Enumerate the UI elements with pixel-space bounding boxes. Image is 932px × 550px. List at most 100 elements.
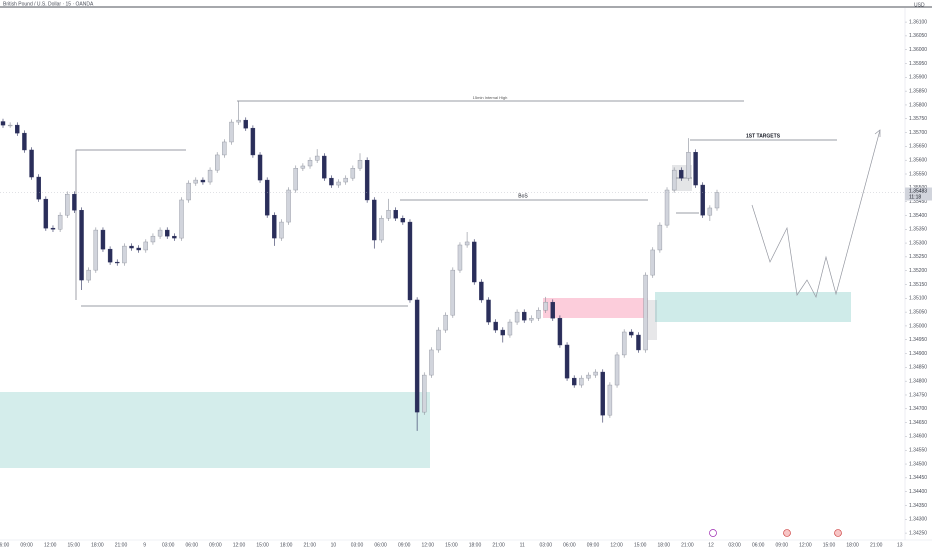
x-tick-label: 10 xyxy=(331,542,337,548)
y-tick-label: 1.35300 xyxy=(909,240,927,246)
candle-body xyxy=(350,168,356,179)
candle-body xyxy=(593,371,598,376)
candle-body xyxy=(50,227,56,230)
candle-body xyxy=(686,151,691,179)
candle-body xyxy=(422,374,427,413)
x-tick-label: 15:00 xyxy=(68,542,81,548)
candle-body xyxy=(143,241,149,251)
candle-body xyxy=(472,241,477,283)
currency: USD xyxy=(914,2,925,8)
candle-body xyxy=(157,229,163,237)
candle-body xyxy=(714,192,720,209)
y-tick-label: 1.35100 xyxy=(909,296,927,302)
candle-body xyxy=(293,168,298,191)
y-tick-label: 1.34350 xyxy=(909,503,927,509)
candle-body xyxy=(607,384,613,416)
candle-body xyxy=(79,209,84,281)
x-tick-label: 21:00 xyxy=(492,542,505,548)
range-box xyxy=(75,149,186,300)
x-tick-label: 18:00 xyxy=(91,542,104,548)
candle-body xyxy=(600,371,605,416)
candle-body xyxy=(264,179,270,216)
y-tick-label: 1.35900 xyxy=(909,75,927,81)
candle-body xyxy=(693,151,698,186)
y-tick-label: 1.35750 xyxy=(909,116,927,122)
candle-body xyxy=(257,154,263,181)
candle-body xyxy=(372,199,377,241)
candle-body xyxy=(543,301,548,311)
y-tick-label: 1.35450 xyxy=(909,199,927,205)
y-tick-label: 1.35850 xyxy=(909,88,927,94)
last-price-box xyxy=(905,187,932,201)
candle-body xyxy=(664,189,670,226)
y-tick-label: 1.35650 xyxy=(909,144,927,150)
x-tick-label: 06:00 xyxy=(752,542,765,548)
candle-body xyxy=(72,193,77,211)
x-tick-label: 12:00 xyxy=(422,542,435,548)
candle-body xyxy=(7,124,13,127)
annotation: 15min Internal High xyxy=(473,95,508,100)
candle-body xyxy=(522,311,527,321)
event-icon[interactable] xyxy=(709,529,717,537)
zones xyxy=(0,165,851,468)
candle-body xyxy=(65,193,70,216)
y-tick-label: 1.35550 xyxy=(909,171,927,177)
x-tick-label: 12:00 xyxy=(610,542,623,548)
candle-body xyxy=(629,331,634,336)
y-tick-label: 1.35200 xyxy=(909,268,927,274)
x-tick-label: 15:00 xyxy=(634,542,647,548)
x-tick-label: 21:00 xyxy=(681,542,694,548)
y-tick-label: 1.35150 xyxy=(909,282,927,288)
candle-body xyxy=(214,154,220,171)
candle-body xyxy=(450,269,456,316)
y-tick-label: 1.35050 xyxy=(909,309,927,315)
candle-body xyxy=(572,377,577,386)
candle-body xyxy=(15,124,20,134)
candle-body xyxy=(272,214,277,239)
x-tick-label: 03:00 xyxy=(351,542,364,548)
candle-body xyxy=(457,244,463,271)
candle-body xyxy=(643,274,648,351)
candle-body xyxy=(172,235,177,239)
candle-body xyxy=(579,377,584,386)
candle-body xyxy=(650,249,655,276)
x-tick-label: 06:00 xyxy=(0,542,9,548)
y-tick-label: 1.34300 xyxy=(909,517,927,523)
projection-path xyxy=(751,129,881,298)
candle-body xyxy=(621,331,627,356)
x-tick-label: 03:00 xyxy=(540,542,553,548)
x-tick-label: 9 xyxy=(143,542,146,548)
y-tick-label: 1.34800 xyxy=(909,379,927,385)
x-tick-label: 09:00 xyxy=(776,542,789,548)
y-tick-label: 1.35400 xyxy=(909,213,927,219)
y-tick-label: 1.36050 xyxy=(909,33,927,39)
candle-body xyxy=(193,179,198,184)
projection-arrow xyxy=(874,129,881,137)
candle-body xyxy=(657,224,663,251)
x-tick-label: 06:00 xyxy=(563,542,576,548)
candle-body xyxy=(700,184,705,216)
x-tick-label: 18:00 xyxy=(280,542,293,548)
drawings xyxy=(75,100,881,307)
candle-body xyxy=(557,317,563,346)
y-tick-label: 1.35600 xyxy=(909,158,927,164)
y-tick-label: 1.34450 xyxy=(909,475,927,481)
annotation: 1ST TARGETS xyxy=(746,133,781,139)
x-tick-label: 18:00 xyxy=(846,542,859,548)
candle-body xyxy=(279,221,284,239)
candle-body xyxy=(493,321,498,331)
event-icon[interactable] xyxy=(834,529,842,537)
candle-body xyxy=(129,245,134,249)
x-tick-label: 15:00 xyxy=(256,542,269,548)
candle-body xyxy=(636,334,641,351)
candle-body xyxy=(507,321,513,336)
candle-body xyxy=(386,209,391,219)
y-tick-label: 1.35000 xyxy=(909,323,927,329)
event-icon[interactable] xyxy=(783,529,791,537)
countdown: 11:18 xyxy=(909,194,921,200)
y-tick-label: 1.34950 xyxy=(909,337,927,343)
x-tick-label: 06:00 xyxy=(374,542,387,548)
x-tick-label: 12:00 xyxy=(233,542,246,548)
x-tick-label: 21:00 xyxy=(870,542,883,548)
